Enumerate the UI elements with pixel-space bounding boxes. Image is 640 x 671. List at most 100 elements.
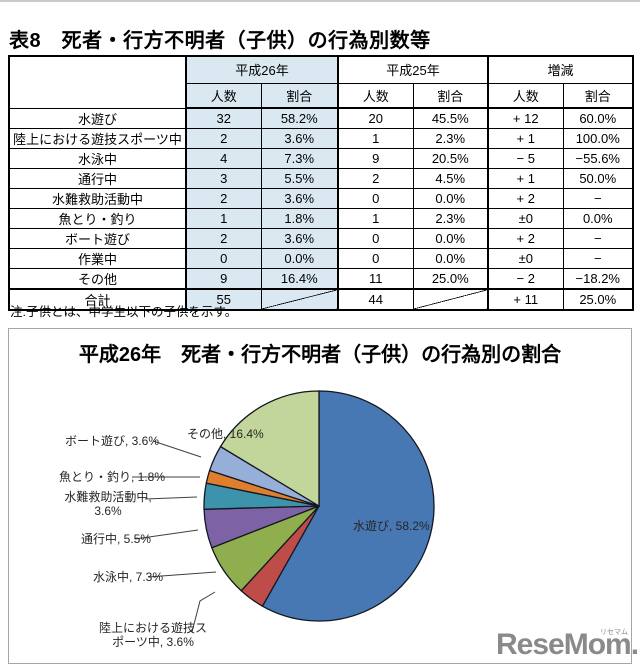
- row-label: 魚とり・釣り: [8, 207, 187, 229]
- table-cell: 2: [337, 167, 414, 189]
- table-cell: + 2: [487, 187, 564, 209]
- table-cell: 3.6%: [260, 227, 339, 249]
- table-cell: 2.3%: [412, 207, 489, 229]
- row-label: 合計: [8, 287, 187, 310]
- resemom-logo-ruby: リセマム: [600, 629, 629, 636]
- pie-label-mizuasobi: 水遊び, 58.2%: [353, 519, 430, 533]
- table-cell: 0.0%: [260, 247, 339, 269]
- row-label: その他: [8, 267, 187, 289]
- table-cell: 1: [185, 207, 262, 229]
- table-cell: 7.3%: [260, 147, 339, 169]
- table-row: 水泳中 4 7.3% 9 20.5% − 5 −55.6%: [8, 147, 634, 169]
- table-cell: 1: [337, 207, 414, 229]
- row-label: ボート遊び: [8, 227, 187, 249]
- table-cell: 5.5%: [260, 167, 339, 189]
- table-cell: − 2: [487, 267, 564, 289]
- header-group-diff: 増減: [486, 55, 634, 84]
- row-label: 作業中: [8, 247, 187, 269]
- table-cell: 11: [337, 267, 414, 289]
- table-cell: 2: [185, 227, 262, 249]
- table-footnote: 注:子供とは、中学生以下の子供を示す。: [10, 305, 238, 319]
- row-label: 通行中: [8, 167, 187, 189]
- table-cell: −18.2%: [562, 267, 634, 289]
- pie-slice-0: [261, 390, 435, 622]
- table-cell: −: [562, 247, 634, 269]
- table-cell: 100.0%: [562, 127, 634, 149]
- table-cell: 25.0%: [562, 287, 634, 310]
- table-cell: 45.5%: [412, 107, 489, 129]
- table-cell: 58.2%: [260, 107, 339, 129]
- table-cell: + 11: [487, 287, 564, 310]
- table-cell: 4: [185, 147, 262, 169]
- pie-label-passing: 通行中, 5.5%: [81, 532, 152, 546]
- table-cell: 4.5%: [412, 167, 489, 189]
- table-cell: + 1: [487, 127, 564, 149]
- header-diff-ratio: 割合: [562, 82, 634, 109]
- table-cell: 16.4%: [260, 267, 339, 289]
- table-cell: + 1: [487, 167, 564, 189]
- table-title: 表8 死者・行方不明者（子供）の行為別数等: [9, 30, 431, 52]
- table-row: 水遊び 32 58.2% 20 45.5% + 12 60.0%: [8, 107, 634, 129]
- table-cell: + 2: [487, 227, 564, 249]
- header-h25-ratio: 割合: [412, 82, 489, 109]
- table-cell: 0: [337, 187, 414, 209]
- table-cell: 2: [185, 127, 262, 149]
- table-cell: 20.5%: [412, 147, 489, 169]
- pie-label-fishing: 魚とり・釣り, 1.8%: [59, 470, 166, 484]
- pie-label-swimming: 水泳中, 7.3%: [93, 570, 164, 584]
- table-cell: 3.6%: [260, 127, 339, 149]
- table-cell: [412, 287, 489, 310]
- row-label: 水難救助活動中: [8, 187, 187, 209]
- table-cell: 55: [185, 287, 262, 310]
- table-cell: ±0: [487, 247, 564, 269]
- table-cell: −: [562, 227, 634, 249]
- resemom-logo-text: ReseMom.: [496, 628, 639, 661]
- header-group-h26: 平成26年: [185, 55, 339, 84]
- header-diff-count: 人数: [487, 82, 564, 109]
- table-row: 魚とり・釣り 1 1.8% 1 2.3% ±0 0.0%: [8, 207, 634, 229]
- statistics-table: 平成26年 平成25年 増減 人数 割合 人数 割合 人数 割合 水遊び 32 58…: [8, 55, 635, 311]
- pie-label-other: その他, 16.4%: [187, 427, 264, 441]
- table-row: 陸上における遊技スポーツ中 2 3.6% 1 2.3% + 1 100.0%: [8, 127, 634, 149]
- table-cell: 2.3%: [412, 127, 489, 149]
- row-label: 水遊び: [8, 107, 187, 129]
- pie-label-landsports: 陸上における遊技ス ポーツ中, 3.6%: [98, 621, 207, 649]
- table-cell: 9: [337, 147, 414, 169]
- table-cell: − 5: [487, 147, 564, 169]
- table-cell: 0.0%: [412, 227, 489, 249]
- table-cell: [260, 287, 339, 310]
- table-cell: 44: [337, 287, 414, 310]
- table-row: 作業中 0 0.0% 0 0.0% ±0−: [8, 247, 634, 269]
- leader-line-passing: [134, 529, 199, 540]
- pie-slice-7: [219, 390, 320, 508]
- leader-line-swimming: [147, 571, 217, 578]
- table-cell: 1.8%: [260, 207, 339, 229]
- table-cell: 1: [337, 127, 414, 149]
- table-cell: 0.0%: [562, 207, 634, 229]
- table-row: 水難救助活動中 2 3.6% 0 0.0% + 2−: [8, 187, 634, 209]
- header-empty-cell: [8, 55, 187, 109]
- chart-title: 平成26年 死者・行方不明者（子供）の行為別の割合: [78, 344, 562, 366]
- leader-line-landsports: [191, 591, 216, 633]
- table-cell: 25.0%: [412, 267, 489, 289]
- table-header-subs: 人数 割合 人数 割合 人数 割合: [9, 82, 634, 109]
- table-cell: −: [562, 187, 634, 209]
- table-cell: 60.0%: [562, 107, 634, 129]
- table-row: その他 9 16.4% 11 25.0% − 2 −18.2%: [8, 267, 634, 289]
- table-cell: 0.0%: [412, 247, 489, 269]
- table-cell: 0: [337, 247, 414, 269]
- table-cell: 3: [185, 167, 262, 189]
- table-cell: 50.0%: [562, 167, 634, 189]
- header-h25-count: 人数: [337, 82, 414, 109]
- pie-label-rescue: 水難救助活動中, 3.6%: [64, 490, 152, 518]
- row-label: 陸上における遊技スポーツ中: [8, 127, 187, 149]
- table-cell: 0.0%: [412, 187, 489, 209]
- table-cell: 0: [185, 247, 262, 269]
- table-cell: 2: [185, 187, 262, 209]
- pie-chart-panel: 平成26年 死者・行方不明者（子供）の行為別の割合 水遊び, 58.2% 陸上に…: [8, 328, 632, 664]
- resemom-logo: ReseMom. リセマム: [496, 628, 639, 662]
- table-header-groups: 平成26年 平成25年 増減: [8, 55, 634, 109]
- header-h26-ratio: 割合: [260, 82, 339, 109]
- table-cell: 3.6%: [260, 187, 339, 209]
- table-total-row: 合計 55 44 + 11 25.0%: [8, 287, 634, 310]
